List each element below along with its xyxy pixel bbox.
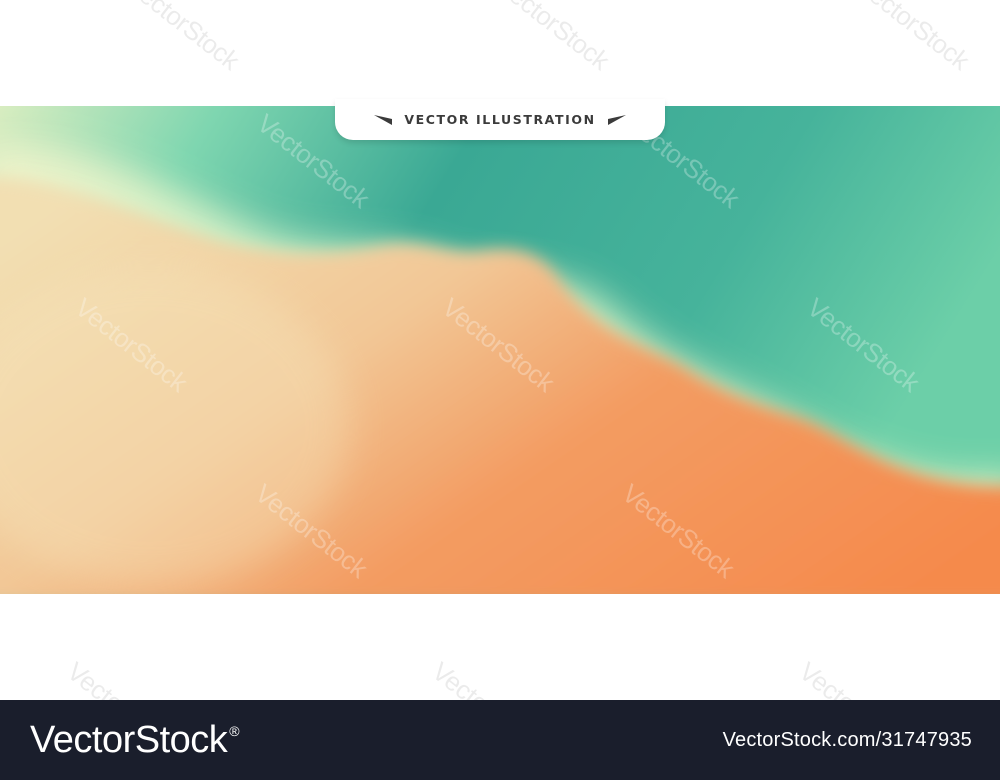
right-pennant-icon <box>607 114 626 125</box>
left-pennant-icon <box>374 114 393 125</box>
watermark: VectorStock <box>851 0 975 76</box>
brand-logo[interactable]: VectorStock ® <box>30 718 240 762</box>
landscape-illustration <box>0 106 1000 594</box>
watermark: VectorStock <box>491 0 615 76</box>
landscape-svg <box>0 106 1000 594</box>
footer-bar: VectorStock ® VectorStock.com/31747935 <box>0 700 1000 780</box>
title-label: VECTOR ILLUSTRATION <box>404 112 596 127</box>
registered-mark: ® <box>229 722 240 739</box>
watermark: VectorStock <box>121 0 245 76</box>
title-tab: VECTOR ILLUSTRATION <box>335 99 665 140</box>
brand-name: VectorStock <box>30 718 228 761</box>
image-id-link[interactable]: VectorStock.com/31747935 <box>722 728 972 751</box>
highlight-glow <box>0 266 350 586</box>
